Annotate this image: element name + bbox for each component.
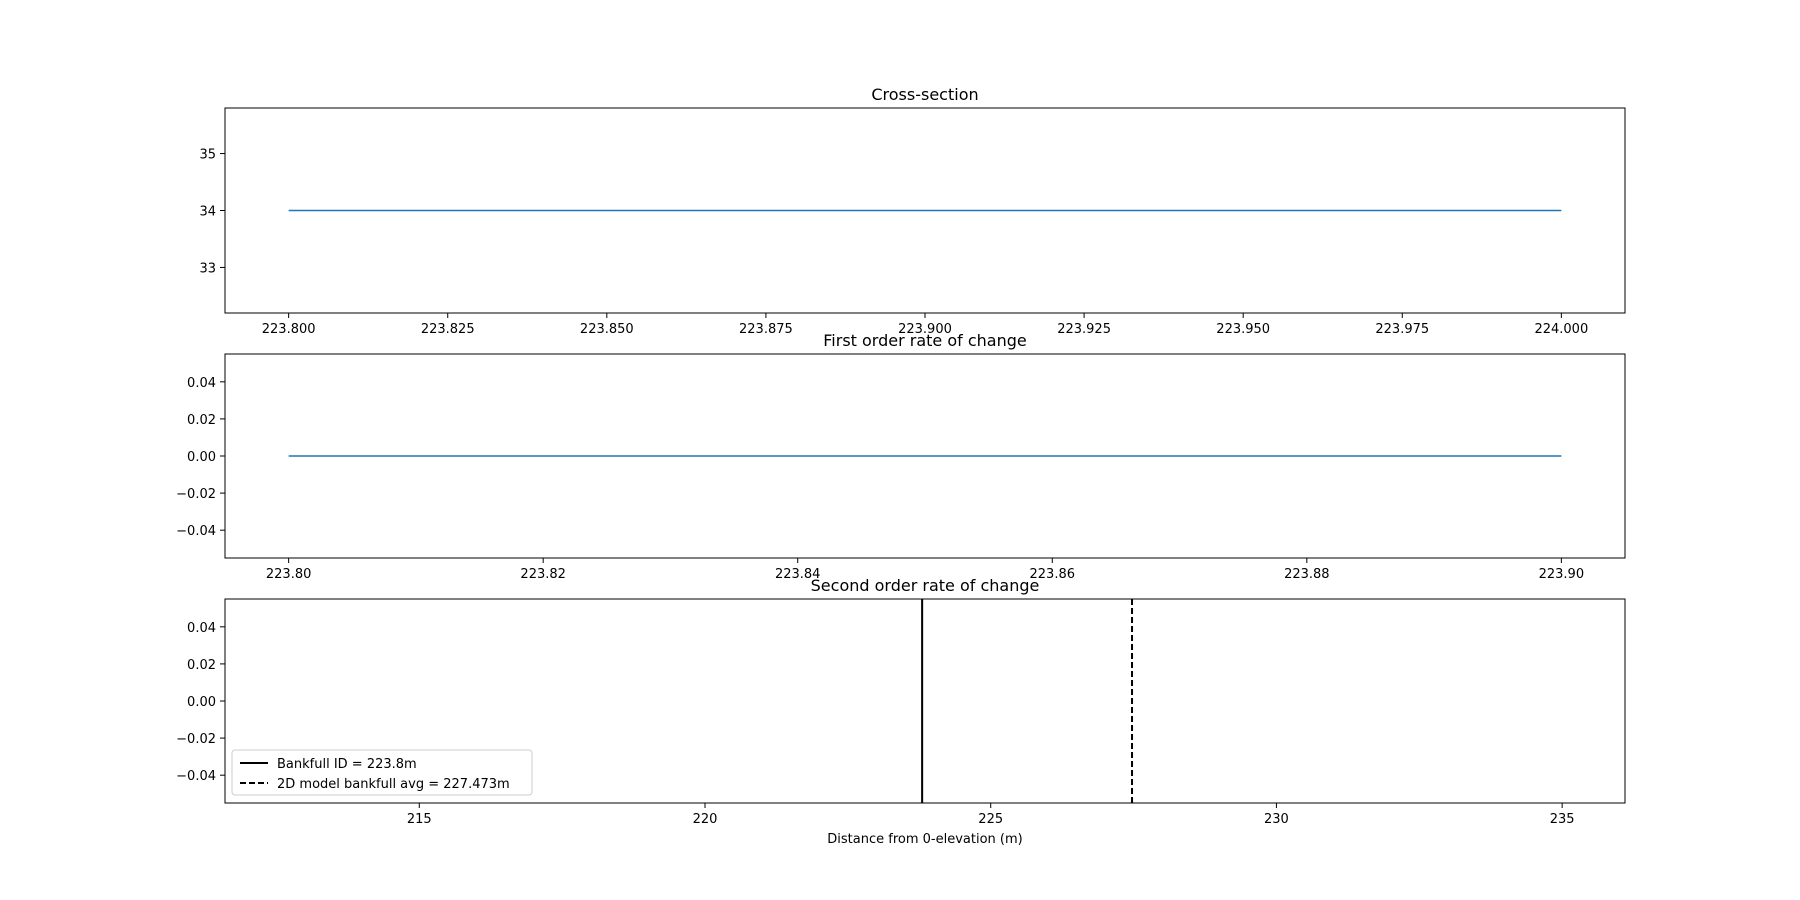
y-tick-label: 33 xyxy=(199,261,216,276)
y-tick-label: −0.02 xyxy=(176,487,216,502)
x-axis-label: Distance from 0-elevation (m) xyxy=(827,832,1022,847)
y-tick-label: 34 xyxy=(199,205,216,220)
x-tick-label: 223.86 xyxy=(1030,567,1076,582)
x-tick-label: 223.900 xyxy=(898,322,952,337)
y-tick-label: 0.02 xyxy=(187,413,216,428)
x-tick-label: 223.82 xyxy=(520,567,566,582)
y-tick-label: 0.02 xyxy=(187,658,216,673)
y-tick-label: −0.04 xyxy=(176,524,216,539)
legend-label: Bankfull ID = 223.8m xyxy=(277,757,417,772)
chart-panel-3: 215 220 225 230 235 −0.04 −0.02 0.00 0.02 0.04 Sec… xyxy=(176,576,1626,847)
x-tick-label: 223.825 xyxy=(421,322,475,337)
y-tick-label: 0.00 xyxy=(187,450,216,465)
y-tick-label: 0.04 xyxy=(187,376,216,391)
chart-panel-1: 223.800 223.825 223.850 223.875 223.900 223.9… xyxy=(199,85,1626,337)
y-tick-label: 0.04 xyxy=(187,621,216,636)
chart-title: Cross-section xyxy=(871,85,978,104)
chart-panel-2: 223.80 223.82 223.84 223.86 223.88 223.90 −0.0… xyxy=(176,331,1626,582)
y-tick-label: −0.04 xyxy=(176,769,216,784)
chart-title: First order rate of change xyxy=(823,331,1026,350)
x-tick-label: 223.975 xyxy=(1375,322,1429,337)
x-tick-label: 223.800 xyxy=(262,322,316,337)
x-tick-label: 223.875 xyxy=(739,322,793,337)
x-tick-label: 225 xyxy=(978,812,1003,827)
x-tick-label: 223.80 xyxy=(266,567,312,582)
y-tick-label: 35 xyxy=(199,148,216,163)
x-tick-label: 215 xyxy=(407,812,432,827)
chart-title: Second order rate of change xyxy=(811,576,1040,595)
x-tick-label: 223.84 xyxy=(775,567,821,582)
y-tick-label: −0.02 xyxy=(176,732,216,747)
x-tick-label: 223.850 xyxy=(580,322,634,337)
x-tick-label: 223.88 xyxy=(1284,567,1330,582)
x-tick-label: 220 xyxy=(693,812,718,827)
x-tick-label: 223.950 xyxy=(1216,322,1270,337)
x-tick-label: 230 xyxy=(1264,812,1289,827)
legend-box xyxy=(231,749,533,796)
legend-label: 2D model bankfull avg = 227.473m xyxy=(277,777,510,792)
y-tick-label: 0.00 xyxy=(187,695,216,710)
x-tick-label: 223.90 xyxy=(1539,567,1585,582)
x-tick-label: 224.000 xyxy=(1534,322,1588,337)
x-tick-label: 235 xyxy=(1550,812,1575,827)
legend: Bankfull ID = 223.8m 2D model bankfull av… xyxy=(231,749,533,796)
x-tick-label: 223.925 xyxy=(1057,322,1111,337)
